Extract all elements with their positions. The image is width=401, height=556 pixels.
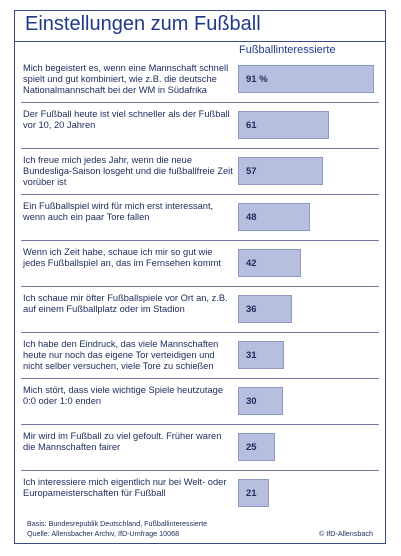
title-divider <box>15 41 385 42</box>
category-label: Ich interessiere mich eigentlich nur bei… <box>23 477 227 499</box>
bar <box>238 111 329 139</box>
bar <box>238 387 283 415</box>
category-label: Mir wird im Fußball zu viel gefoult. Frü… <box>23 431 222 453</box>
category-label: Mich begeistert es, wenn eine Mannschaft… <box>23 63 229 96</box>
bar <box>238 433 275 461</box>
row-divider <box>21 102 379 103</box>
bar-value-label: 30 <box>246 396 257 407</box>
bar-value-label: 36 <box>246 304 257 315</box>
series-header: Fußballinteressierte <box>239 44 336 56</box>
bar <box>238 203 310 231</box>
row-divider <box>21 378 379 379</box>
category-label: Ich habe den Eindruck, das viele Mannsch… <box>23 339 219 372</box>
category-label: Ein Fußballspiel wird für mich erst inte… <box>23 201 214 223</box>
row-divider <box>21 332 379 333</box>
row-divider <box>21 194 379 195</box>
bar-value-label: 25 <box>246 442 257 453</box>
bar-value-label: 57 <box>246 166 257 177</box>
bar-value-label: 42 <box>246 258 257 269</box>
bar-value-label: 31 <box>246 350 257 361</box>
footnote-basis: Basis: Bundesrepublik Deutschland, Fußba… <box>27 519 208 528</box>
copyright-credit: © IfD-Allensbach <box>318 529 373 538</box>
footnote-source: Quelle: Allensbacher Archiv, IfD-Umfrage… <box>27 529 180 538</box>
category-label: Wenn ich Zeit habe, schaue ich mir so gu… <box>23 247 221 269</box>
bar <box>238 479 269 507</box>
chart-frame: Einstellungen zum Fußball Fußballinteres… <box>14 10 386 544</box>
row-divider <box>21 148 379 149</box>
bar <box>238 65 374 93</box>
row-divider <box>21 286 379 287</box>
bar-value-label: 91 % <box>246 74 268 85</box>
bar <box>238 249 301 277</box>
bar-value-label: 48 <box>246 212 257 223</box>
row-divider <box>21 240 379 241</box>
bar <box>238 157 323 185</box>
row-divider <box>21 424 379 425</box>
chart-title: Einstellungen zum Fußball <box>25 13 261 35</box>
bar-value-label: 61 <box>246 120 257 131</box>
category-label: Der Fußball heute ist viel schneller als… <box>23 109 230 131</box>
bar-value-label: 21 <box>246 488 257 499</box>
category-label: Ich schaue mir öfter Fußballspiele vor O… <box>23 293 228 315</box>
category-label: Mich stört, dass viele wichtige Spiele h… <box>23 385 223 407</box>
bar <box>238 341 284 369</box>
category-label: Ich freue mich jedes Jahr, wenn die neue… <box>23 155 233 188</box>
row-divider <box>21 470 379 471</box>
bar <box>238 295 292 323</box>
